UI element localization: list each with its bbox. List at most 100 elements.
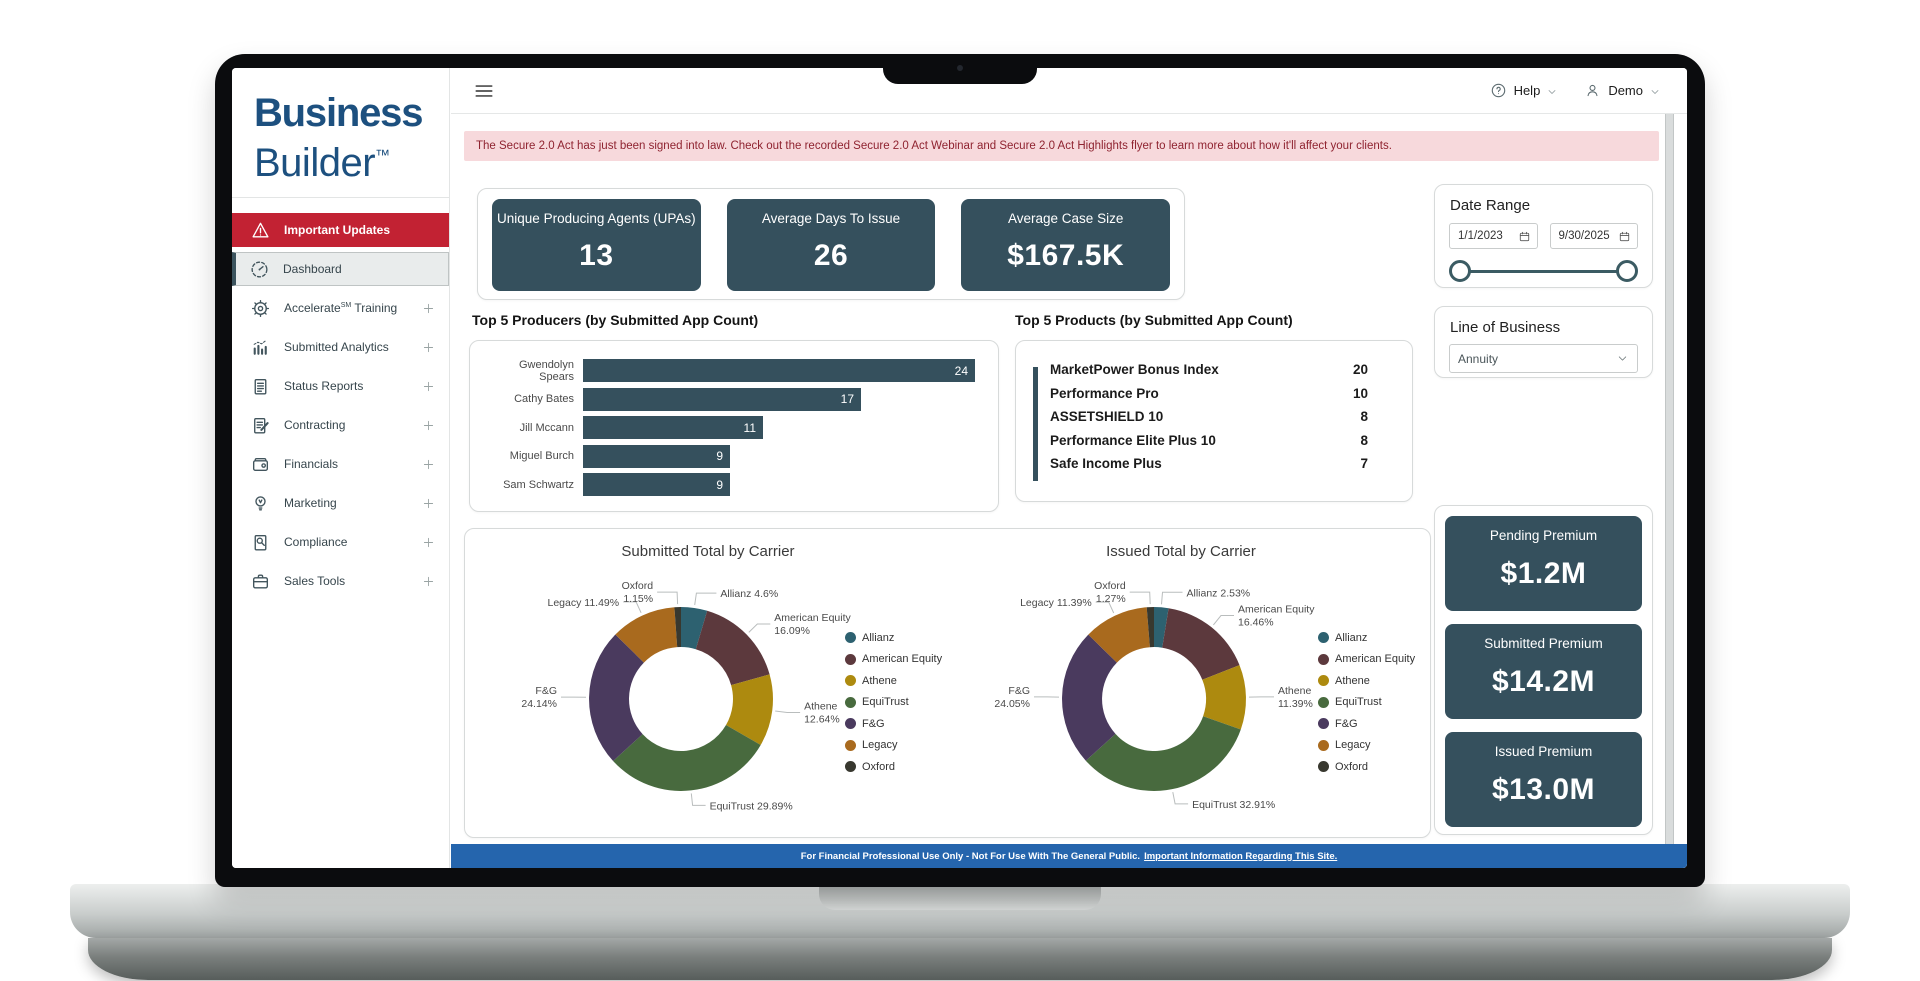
- donut-slice-allianz: [681, 607, 708, 650]
- kpi-value: 13: [579, 239, 614, 272]
- premium-panel: Pending Premium $1.2M Submitted Premium $…: [1434, 505, 1653, 835]
- plus-icon[interactable]: [421, 301, 436, 316]
- sidebar-item-label: Important Updates: [284, 223, 391, 237]
- legend-label: American Equity: [1335, 653, 1416, 666]
- sidebar-item-label: Marketing: [284, 496, 337, 510]
- sidebar-item-label: Financials: [284, 457, 339, 471]
- line-of-business-panel: Line of Business Annuity: [1434, 306, 1653, 378]
- document-pencil-icon: [250, 415, 271, 436]
- sidebar-item-status-reports[interactable]: Status Reports: [232, 369, 449, 403]
- chart-title: Submitted Total by Carrier: [621, 543, 795, 560]
- plus-icon[interactable]: [421, 418, 436, 433]
- sidebar-item-dashboard[interactable]: Dashboard: [232, 252, 449, 286]
- plus-icon[interactable]: [421, 535, 436, 550]
- donut-slice-oxford: [674, 606, 681, 648]
- premium-label: Issued Premium: [1494, 744, 1593, 759]
- legend-label: American Equity: [862, 653, 943, 666]
- plus-icon[interactable]: [421, 379, 436, 394]
- product-name: MarketPower Bonus Index: [1050, 362, 1219, 377]
- product-row-safe-income-plus: Safe Income Plus 7: [1050, 456, 1368, 471]
- product-count: 10: [1352, 385, 1368, 401]
- svg-text:24.05%: 24.05%: [994, 698, 1030, 710]
- user-label[interactable]: Demo: [1608, 83, 1643, 98]
- legend-item-american-equity: American Equity: [845, 649, 942, 671]
- svg-text:Oxford: Oxford: [622, 580, 654, 592]
- line-of-business-select[interactable]: Annuity: [1449, 344, 1638, 373]
- sidebar-item-compliance[interactable]: Compliance: [232, 525, 449, 559]
- bar: 17: [583, 387, 861, 411]
- footer-link[interactable]: Important Information Regarding This Sit…: [1144, 850, 1338, 862]
- start-date-input[interactable]: 1/1/2023: [1449, 223, 1538, 249]
- bar-row-miguel-burch: Miguel Burch 9: [482, 444, 980, 468]
- legend-dot: [1318, 718, 1329, 730]
- donut-slice-athene: [726, 674, 773, 745]
- products-heading: Top 5 Products (by Submitted App Count): [1015, 312, 1293, 328]
- date-range-slider[interactable]: [1449, 259, 1638, 283]
- sidebar-item-financials[interactable]: Financials: [232, 447, 449, 481]
- laptop-base: [70, 884, 1850, 938]
- laptop-bezel: Business Builder™ Important Updates Dashb…: [215, 54, 1705, 887]
- calendar-icon[interactable]: [1518, 230, 1531, 243]
- slider-track: [1460, 269, 1627, 273]
- legend-item-allianz: Allianz: [1318, 627, 1415, 649]
- plus-icon[interactable]: [421, 496, 436, 511]
- sidebar-item-marketing[interactable]: Marketing: [232, 486, 449, 520]
- kpi-card-unique-producing-agents-upas: Unique Producing Agents (UPAs) 13: [492, 199, 701, 291]
- start-date-value: 1/1/2023: [1458, 230, 1503, 242]
- sidebar-item-label: Contracting: [284, 418, 346, 432]
- legend-dot: [845, 739, 856, 751]
- svg-text:16.09%: 16.09%: [774, 625, 810, 637]
- kpi-label: Average Days To Issue: [761, 211, 901, 226]
- svg-text:16.46%: 16.46%: [1238, 617, 1274, 629]
- donut-issued: Issued Total by Carrier Allianz 2.53% Ame…: [946, 533, 1416, 833]
- sidebar-item-contracting[interactable]: Contracting: [232, 408, 449, 442]
- svg-text:Athene: Athene: [1278, 685, 1311, 697]
- briefcase-icon: [250, 571, 271, 592]
- svg-text:Allianz 2.53%: Allianz 2.53%: [1187, 587, 1251, 599]
- bar: 9: [583, 444, 730, 468]
- svg-text:Oxford: Oxford: [1094, 580, 1126, 592]
- end-date-input[interactable]: 9/30/2025: [1549, 223, 1638, 249]
- sidebar-item-submitted-analytics[interactable]: Submitted Analytics: [232, 330, 449, 364]
- product-count: 7: [1360, 456, 1368, 471]
- kpi-label: Average Case Size: [1008, 211, 1124, 226]
- hamburger-menu-icon[interactable]: [473, 80, 495, 102]
- calendar-icon[interactable]: [1618, 230, 1631, 243]
- vertical-scrollbar[interactable]: [1665, 114, 1674, 844]
- user-icon[interactable]: [1584, 82, 1601, 99]
- donut-submitted: Submitted Total by Carrier Allianz 4.6% A…: [473, 533, 943, 833]
- legend-label: Allianz: [1335, 631, 1368, 644]
- plus-icon[interactable]: [421, 457, 436, 472]
- chart-legend: Allianz American Equity Athene EquiTrust F&G…: [1318, 627, 1415, 778]
- svg-text:American Equity: American Equity: [774, 612, 851, 624]
- bar: 11: [583, 416, 763, 439]
- kpi-value: $167.5K: [1007, 239, 1125, 272]
- wallet-icon: [250, 454, 271, 475]
- legend-dot: [845, 675, 856, 687]
- help-icon[interactable]: [1490, 82, 1507, 99]
- legend-item-oxford: Oxford: [1318, 756, 1415, 778]
- slider-handle-start[interactable]: [1449, 260, 1471, 282]
- end-date-value: 9/30/2025: [1558, 230, 1610, 242]
- product-count: 20: [1352, 362, 1368, 377]
- sidebar-item-label: AccelerateSM Training: [284, 301, 398, 315]
- plus-icon[interactable]: [421, 574, 436, 589]
- sidebar-item-sales-tools[interactable]: Sales Tools: [232, 564, 449, 598]
- svg-text:American Equity: American Equity: [1238, 604, 1315, 616]
- svg-text:Legacy 11.39%: Legacy 11.39%: [1020, 597, 1092, 609]
- gauge-icon: [249, 259, 270, 280]
- sidebar-item-important-updates[interactable]: Important Updates: [232, 213, 449, 247]
- product-count: 8: [1360, 409, 1368, 424]
- bar-row-gwendolyn-spears: Gwendolyn Spears 24: [482, 359, 980, 383]
- donut-slice-athene: [1202, 665, 1246, 730]
- donut-slice-legacy: [1088, 607, 1150, 663]
- help-label[interactable]: Help: [1513, 83, 1541, 98]
- products-accent-bar: [1033, 367, 1038, 481]
- plus-icon[interactable]: [421, 340, 436, 355]
- date-range-panel: Date Range 1/1/2023 9/30/2025: [1434, 184, 1653, 288]
- product-name: ASSETSHIELD 10: [1050, 409, 1164, 424]
- donut-slice-f-g: [1062, 634, 1117, 761]
- slider-handle-end[interactable]: [1616, 260, 1638, 282]
- sidebar-item-accelerate-training[interactable]: AccelerateSM Training: [232, 291, 449, 325]
- legend-dot: [1318, 653, 1329, 665]
